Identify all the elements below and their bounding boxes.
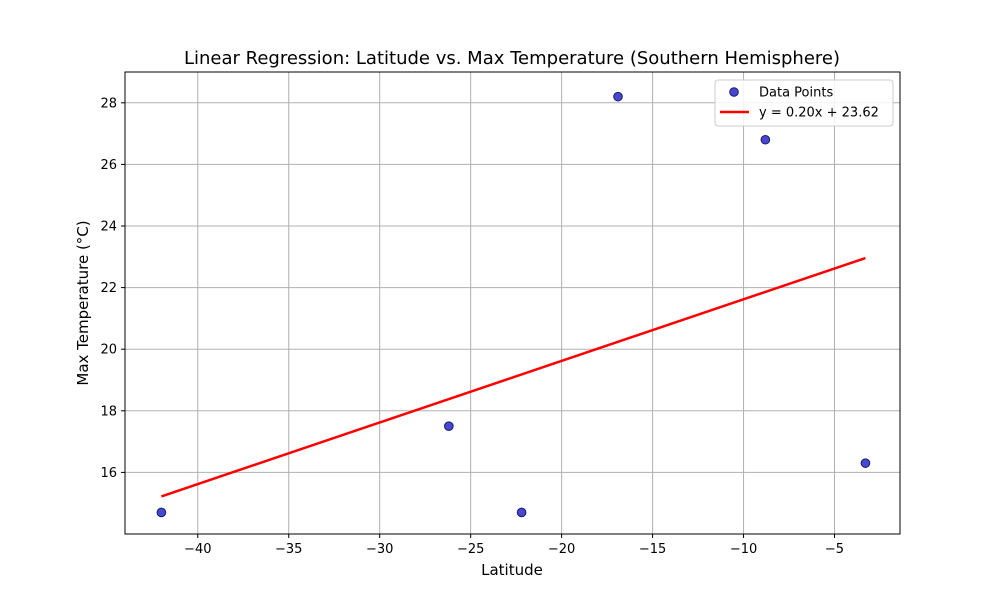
y-tick-label: 16 [100, 466, 117, 481]
x-tick-label: −20 [548, 542, 575, 557]
x-tick-label: −30 [366, 542, 393, 557]
data-point [760, 134, 771, 145]
grid-lines [125, 72, 900, 534]
x-tick-label: −35 [275, 542, 302, 557]
plot-frame [124, 71, 901, 535]
plot-area [156, 91, 871, 518]
x-tick-label: −40 [184, 542, 211, 557]
y-tick-label: 24 [100, 220, 117, 235]
legend-entry-label: y = 0.20x + 23.62 [759, 106, 879, 121]
x-tick-label: −10 [730, 542, 757, 557]
y-tick-label: 26 [100, 158, 117, 173]
x-tick-label: −25 [457, 542, 484, 557]
legend-marker-data-points [729, 87, 739, 97]
y-axis-label: Max Temperature (°C) [74, 220, 92, 385]
axis-ticks: −40 −35 −30 −25 −20 −15 −10 −5 16 18 20 22 24 26 28 [100, 96, 844, 557]
y-tick-label: 22 [100, 281, 117, 296]
data-point [860, 458, 871, 468]
x-tick-label: −15 [639, 542, 666, 557]
legend: Data Points y = 0.20x + 23.62 [714, 79, 894, 127]
y-tick-label: 28 [100, 96, 117, 111]
chart-title: Linear Regression: Latitude vs. Max Temp… [184, 48, 840, 69]
y-tick-label: 18 [100, 404, 117, 419]
legend-entry-label: Data Points [759, 86, 833, 101]
legend-box [714, 79, 894, 127]
regression-line [160, 256, 866, 498]
x-tick-label: −5 [825, 542, 844, 557]
data-point [613, 91, 623, 102]
x-axis-label: Latitude [481, 561, 543, 579]
data-point [156, 507, 167, 518]
data-point [516, 507, 527, 518]
data-point [444, 421, 454, 432]
y-tick-label: 20 [100, 343, 117, 358]
